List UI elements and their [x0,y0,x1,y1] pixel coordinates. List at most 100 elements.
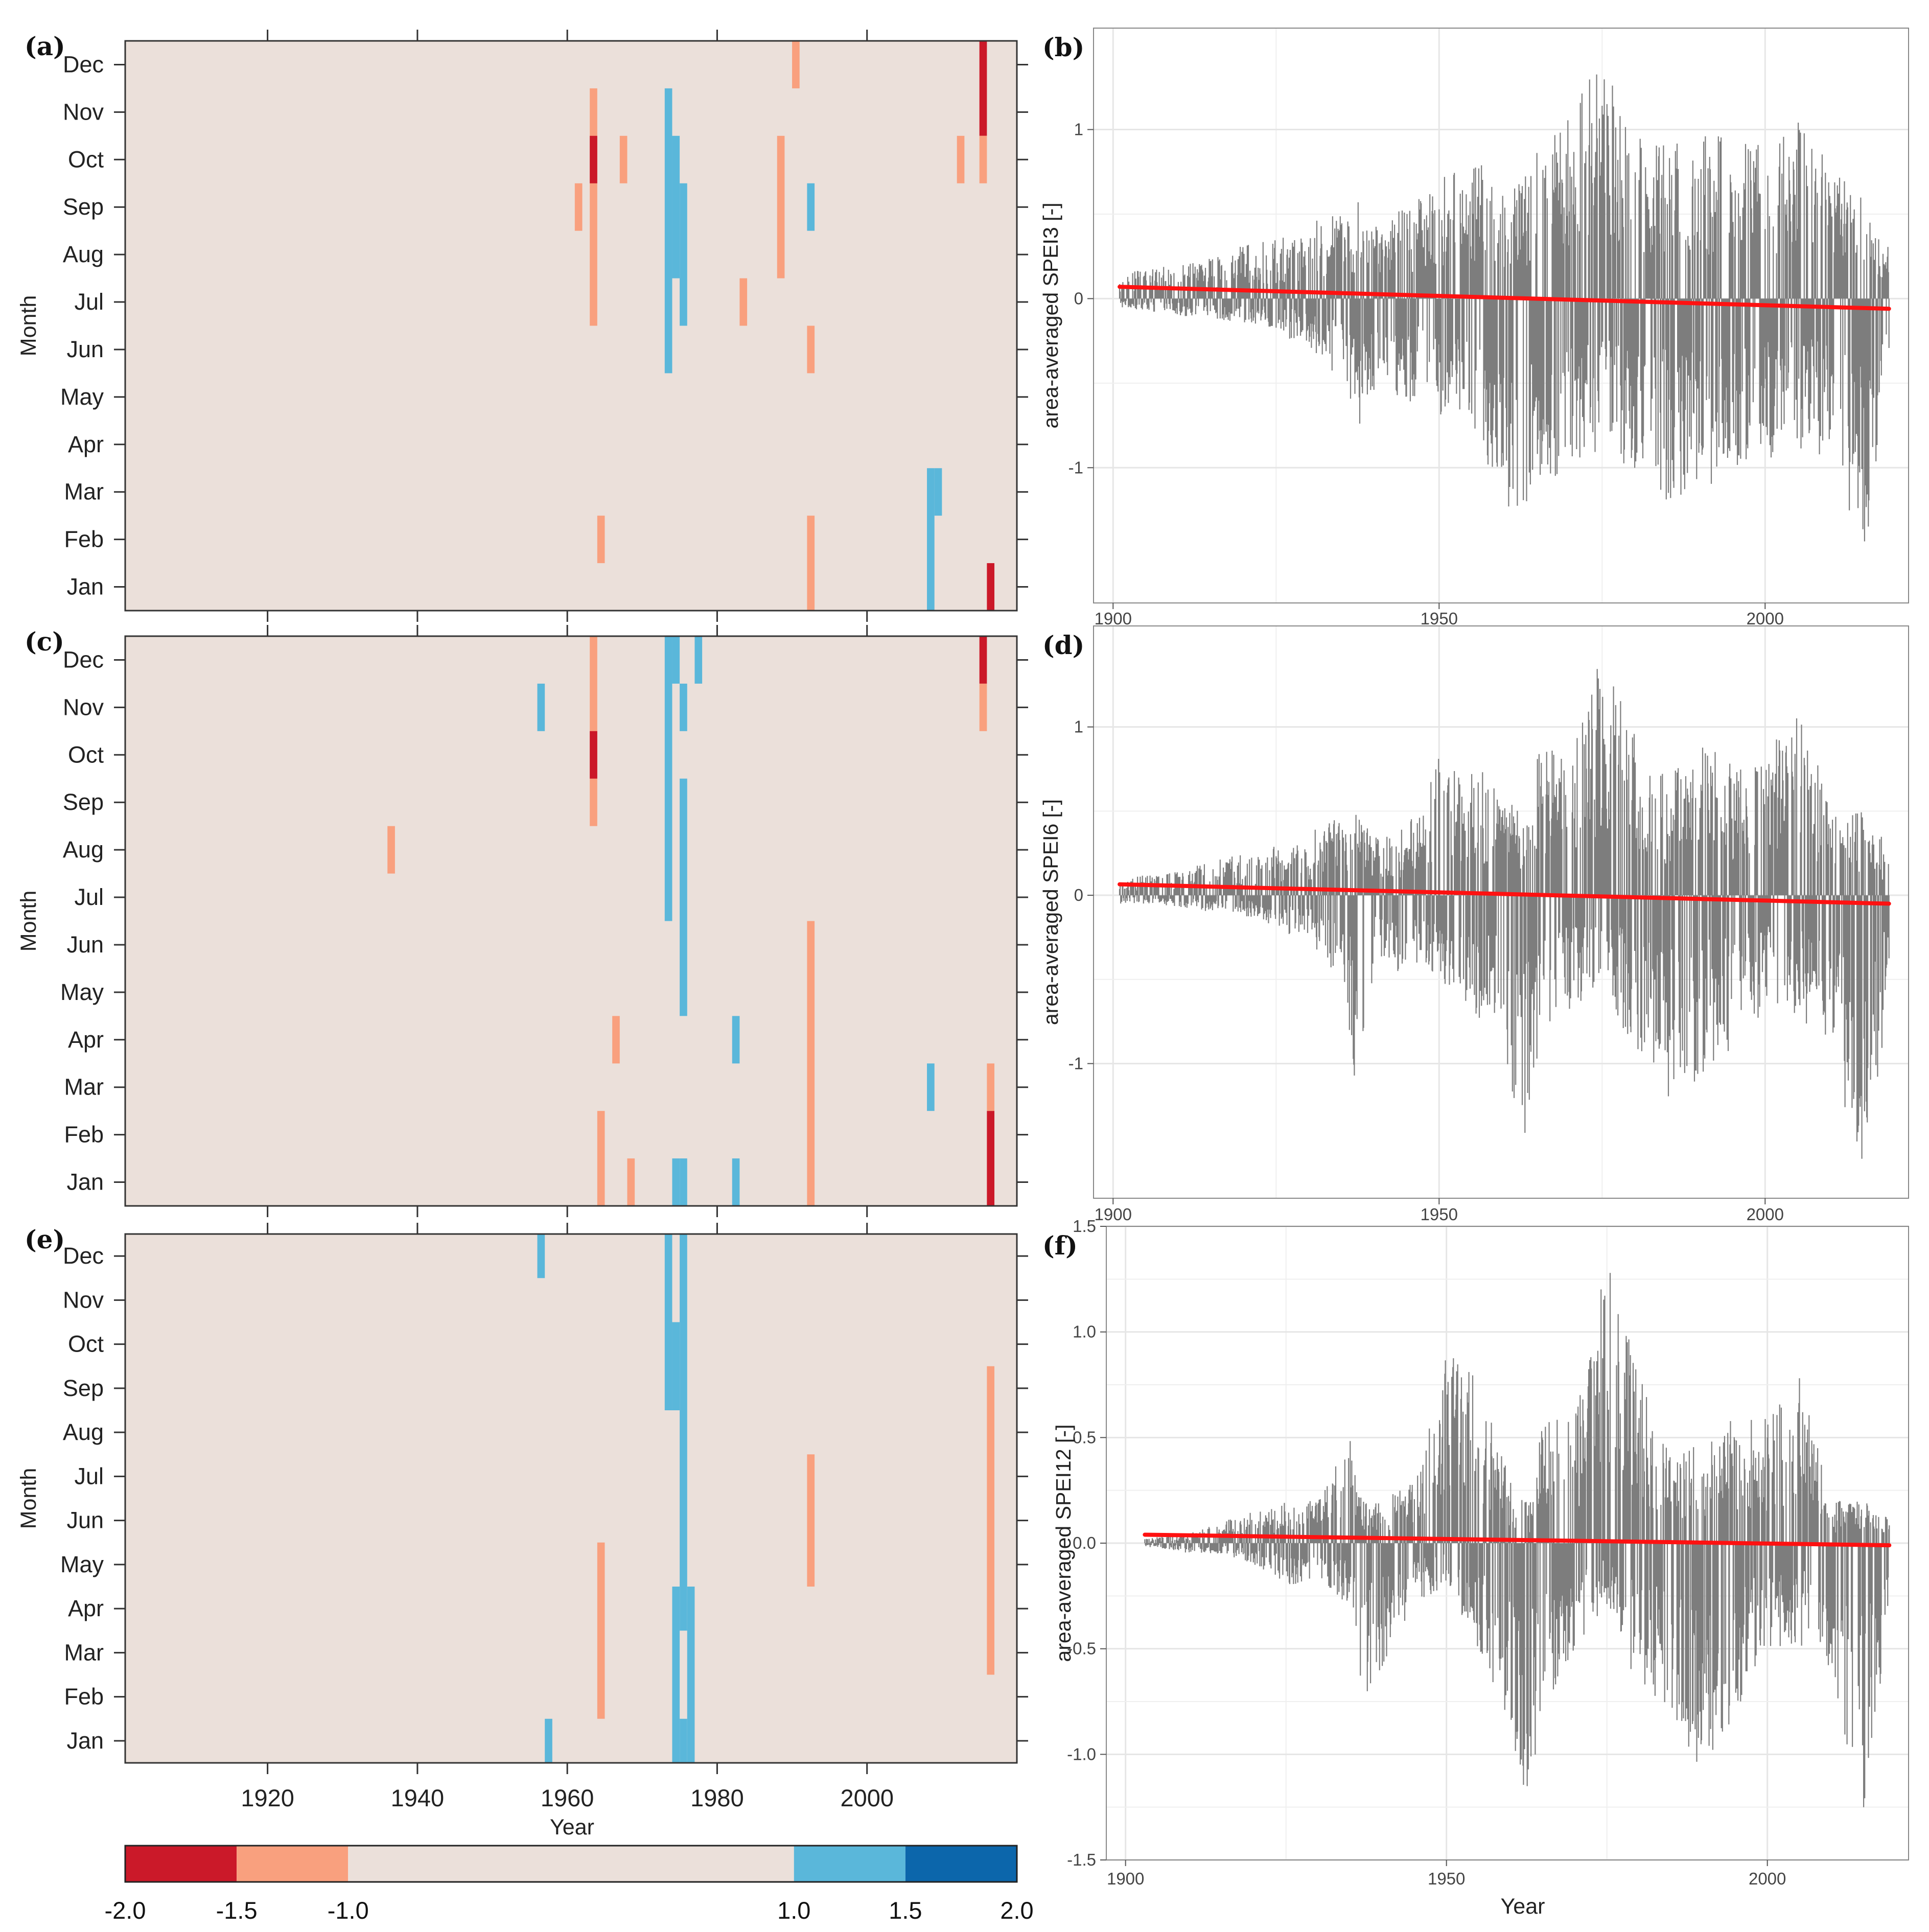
heatmap-cell-1963 [590,636,597,826]
month-label-apr: Apr [68,1595,104,1621]
y-axis-title: area-averaged SPEI12 [-] [1052,1425,1075,1662]
heatmap-cell-1964 [597,516,605,564]
heatmap-cell-1976 [687,1587,695,1763]
heatmap-cell-2016 [987,1063,995,1111]
heatmap-cell-2016 [987,1366,995,1675]
heatmap-cell-1974 [672,636,680,684]
month-label-may: May [60,1551,104,1577]
y-tick-label: 1 [1074,120,1083,139]
colorbar-frame [124,1845,1018,1883]
heatmap-cell-2015 [979,636,987,684]
heatmap-background [125,1234,1017,1763]
colorbar-segment [348,1846,794,1882]
heatmap-cell-1956 [537,683,545,731]
heatmap-cell-2015 [979,41,987,136]
month-label-aug: Aug [63,836,104,863]
heatmap-cell-1975 [680,778,687,1016]
heatmap-cell-2012 [957,135,965,183]
x-tick-label-1900: 1900 [1095,609,1132,628]
month-label-sep: Sep [63,194,104,220]
heatmap-cell-1974 [672,1587,680,1763]
heatmap-cell-1973 [664,636,672,921]
heatmap-cell-1982 [732,1158,740,1206]
y-tick-label: 0 [1074,289,1083,308]
month-label-mar: Mar [64,1639,104,1665]
month-label-jan: Jan [66,1169,104,1195]
panel-label-a: (a) [25,31,65,61]
heatmap-cell-1973 [664,88,672,374]
month-label-oct: Oct [68,741,104,767]
y-tick-label: 0.5 [1073,1428,1096,1447]
timeseries-panel-d: 1 0 -1 1900 1950 2000 area-averaged SPEI6 [-] (… [1039,625,1909,1224]
timeseries-panel-b: 1 0 -1 1900 1950 2000 area-averaged SPEI3 [-] (… [1039,28,1909,628]
trend-line [1118,285,1891,311]
month-label-jul: Jul [74,884,104,910]
heatmap-cell-1992 [807,1454,815,1587]
colorbar-tick-label: 2.0 [1000,1897,1033,1924]
heatmap-cell-1975 [680,1718,687,1763]
x-tick-label-1900: 1900 [1107,1869,1144,1888]
month-label-feb: Feb [64,1684,104,1710]
trend-line [1143,1532,1892,1548]
heatmap-cell-1973 [664,1234,672,1410]
heatmap-cell-2015 [979,683,987,731]
month-label-oct: Oct [68,1331,104,1357]
heatmap-cell-2009 [934,468,942,516]
heatmap-frame [124,635,1018,1207]
heatmap-cell-1963 [590,135,597,183]
spei-bars [1119,74,1890,542]
heatmap-cell-1966 [612,1016,620,1064]
heatmap-cell-1964 [597,1542,605,1719]
heatmap-cell-1957 [545,1718,552,1763]
panel-label-b: (b) [1042,32,1084,62]
heatmap-background [125,636,1017,1206]
x-tick-label-1950: 1950 [1421,1205,1458,1224]
x-tick-label-2000: 2000 [1749,1869,1786,1888]
month-label-feb: Feb [64,526,104,552]
heatmap-cell-1992 [807,516,815,611]
heatmap-cell-1974 [672,1158,680,1206]
y-axis-title: area-averaged SPEI6 [-] [1039,799,1062,1025]
month-label-mar: Mar [64,479,104,505]
month-label-aug: Aug [63,1419,104,1445]
month-label-dec: Dec [63,1243,104,1269]
month-label-jun: Jun [66,932,104,958]
panel-label-c: (c) [25,626,64,657]
spei-bars [1144,1273,1890,1807]
heatmap-cell-1977 [694,636,703,684]
month-label-mar: Mar [64,1074,104,1100]
month-label-nov: Nov [63,1287,104,1313]
panel-label-f: (f) [1042,1230,1078,1261]
heatmap-cell-2016 [987,563,995,611]
year-tick-label-2000: 2000 [840,1784,894,1811]
month-label-dec: Dec [63,51,104,77]
colorbar-segment [794,1846,905,1882]
heatmap-cell-1936 [387,826,395,874]
y-tick-label: 0.0 [1073,1533,1096,1552]
month-label-jun: Jun [66,336,104,362]
panel-label-d: (d) [1042,630,1084,660]
y-axis-title: area-averaged SPEI3 [-] [1039,202,1062,428]
heatmap-cell-1975 [680,1158,687,1206]
x-tick-label-1900: 1900 [1095,1205,1132,1224]
heatmap-panel-a: Jan Feb Mar Apr May Jun Jul Aug Sep Oct Nov Dec Mont… [16,30,1028,622]
year-tick-label-1980: 1980 [690,1784,744,1811]
colorbar-tick-label: 1.0 [777,1897,810,1924]
colorbar-segment [237,1846,348,1882]
x-tick-label-2000: 2000 [1747,1205,1784,1224]
heatmap-cell-1982 [732,1016,740,1064]
heatmap-cell-1964 [597,1111,605,1206]
colorbar-tick-label: 1.5 [889,1897,922,1924]
heatmap-cell-2016 [987,1111,995,1206]
timeseries-panel-f: 1.5 1.0 0.5 0.0 -0.5 -1.0 -1.5 1900 1950 2000 Year… [1042,1217,1909,1919]
month-label-may: May [60,384,104,410]
heatmap-cell-1963 [590,88,597,326]
month-label-sep: Sep [63,789,104,815]
month-label-apr: Apr [68,1027,104,1053]
colorbar-tick-label: -1.0 [328,1897,369,1924]
month-label-aug: Aug [63,241,104,267]
month-label-nov: Nov [63,99,104,125]
heatmap-cell-1992 [807,325,815,374]
heatmap-panel-e: Jan Feb Mar Apr May Jun Jul Aug Sep Oct Nov Dec 1920… [16,1223,1028,1840]
